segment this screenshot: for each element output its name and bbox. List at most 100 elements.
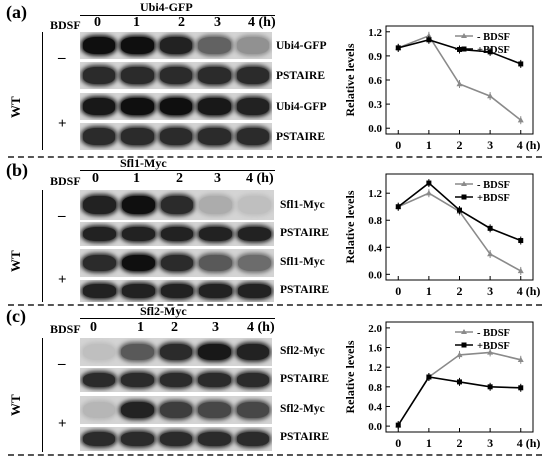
y-tick-label: 0.6: [368, 75, 382, 87]
data-point: [426, 37, 432, 43]
blot-band: [121, 284, 155, 298]
blot-band: [160, 196, 194, 214]
blot-label: PSTAIRE: [276, 70, 325, 82]
blot-label: PSTAIRE: [280, 431, 329, 443]
blot-label: Ubi4-GFP: [276, 40, 327, 52]
panel-letter: (c): [6, 306, 26, 326]
blot-band: [236, 37, 269, 54]
blot-band: [83, 401, 116, 419]
y-tick-label: 2.0: [368, 323, 382, 335]
strain-bracket: [42, 338, 43, 452]
data-point: [457, 207, 462, 213]
blot-band: [198, 401, 231, 419]
blot-band: [198, 431, 231, 447]
blot-band: [121, 431, 154, 447]
western-blot: [80, 190, 274, 220]
blot-band: [236, 98, 269, 115]
blot-band: [83, 431, 116, 447]
blot-label: PSTAIRE: [280, 373, 329, 385]
blot-band: [121, 37, 154, 54]
blot-band: [199, 226, 233, 242]
y-tick-label: 1.2: [368, 362, 382, 374]
blot-band: [236, 431, 269, 447]
blot-band: [198, 98, 231, 115]
blot-band: [121, 67, 154, 84]
lane-label: 1: [133, 15, 140, 30]
blot-band: [238, 284, 271, 298]
line-chart-a: 0.0 0.3 0.6 0.9 1.2 0 1 2 3 4 (h) Relative levels -…: [343, 25, 541, 152]
western-blot: [80, 222, 274, 246]
data-point: [518, 238, 524, 244]
plus-bdsf-sign: +: [58, 416, 67, 432]
blot-band: [121, 372, 154, 388]
lane-label: 2: [176, 171, 183, 186]
y-tick-label: 1.6: [368, 343, 382, 355]
western-blot: [80, 368, 272, 392]
x-tick-label: 0: [395, 284, 401, 298]
y-tick-label: 0.4: [368, 401, 382, 413]
data-point: [395, 204, 401, 210]
x-tick-label: 1: [426, 436, 432, 450]
x-tick-label: 1: [426, 284, 432, 298]
blot-band: [236, 401, 269, 419]
x-tick-label: 4 (h): [517, 138, 541, 152]
western-blot: [80, 32, 272, 59]
y-tick-label: 0.4: [368, 242, 382, 254]
x-tick-label: 0: [395, 436, 401, 450]
bdsf-label: BDSF: [50, 322, 81, 336]
data-point: [518, 385, 524, 391]
blot-band: [83, 284, 116, 298]
construct-title: Sfl2-Myc: [140, 304, 187, 318]
blot-band: [159, 431, 193, 447]
blot-band: [236, 67, 269, 84]
blot-band: [198, 67, 231, 84]
blot-band: [198, 372, 231, 388]
legend-marker: [461, 33, 467, 38]
blot-band: [238, 254, 271, 272]
blot-band: [159, 98, 193, 115]
y-tick-label: 0.8: [368, 382, 382, 394]
blot-band: [83, 37, 116, 54]
blot-band: [159, 401, 193, 419]
blot-band: [199, 254, 233, 272]
blot-band: [236, 372, 269, 388]
strain-label: WT: [8, 96, 23, 118]
y-axis-label: Relative levels: [343, 190, 357, 263]
legend-marker: [461, 329, 467, 334]
header-rule: [80, 318, 275, 319]
data-point: [426, 374, 432, 380]
strain-label: WT: [8, 250, 23, 272]
western-blot: [80, 62, 272, 89]
blot-band: [159, 343, 193, 361]
western-blot: [80, 396, 272, 424]
plot-frame: [385, 25, 534, 135]
data-point: [426, 180, 432, 186]
bdsf-label: BDSF: [50, 18, 81, 32]
blot-band: [83, 128, 116, 145]
lane-label: 3: [214, 15, 221, 30]
y-tick-label: 0.0: [368, 123, 382, 135]
western-blot: [80, 427, 272, 451]
lane-label: 2: [171, 320, 178, 335]
blot-label: Ubi4-GFP: [276, 101, 327, 113]
blot-label: Sfl1-Myc: [280, 256, 325, 268]
blot-band: [236, 343, 269, 361]
blot-band: [83, 98, 116, 115]
data-point: [487, 92, 494, 99]
data-point: [517, 267, 524, 274]
data-point: [395, 45, 401, 51]
data-point: [456, 351, 463, 358]
x-tick-label: 3: [487, 436, 493, 450]
blot-band: [121, 226, 155, 242]
western-blot: [80, 93, 272, 120]
y-tick-label: 0.0: [368, 421, 382, 433]
y-tick-label: 0.3: [368, 99, 382, 111]
data-point: [518, 61, 524, 67]
western-blot: [80, 338, 272, 366]
y-tick-label: 0.8: [368, 215, 382, 227]
blot-band: [238, 226, 271, 242]
series-line: [397, 351, 521, 426]
blot-band: [121, 254, 155, 272]
header-rule: [80, 15, 275, 16]
blot-band: [83, 372, 116, 388]
